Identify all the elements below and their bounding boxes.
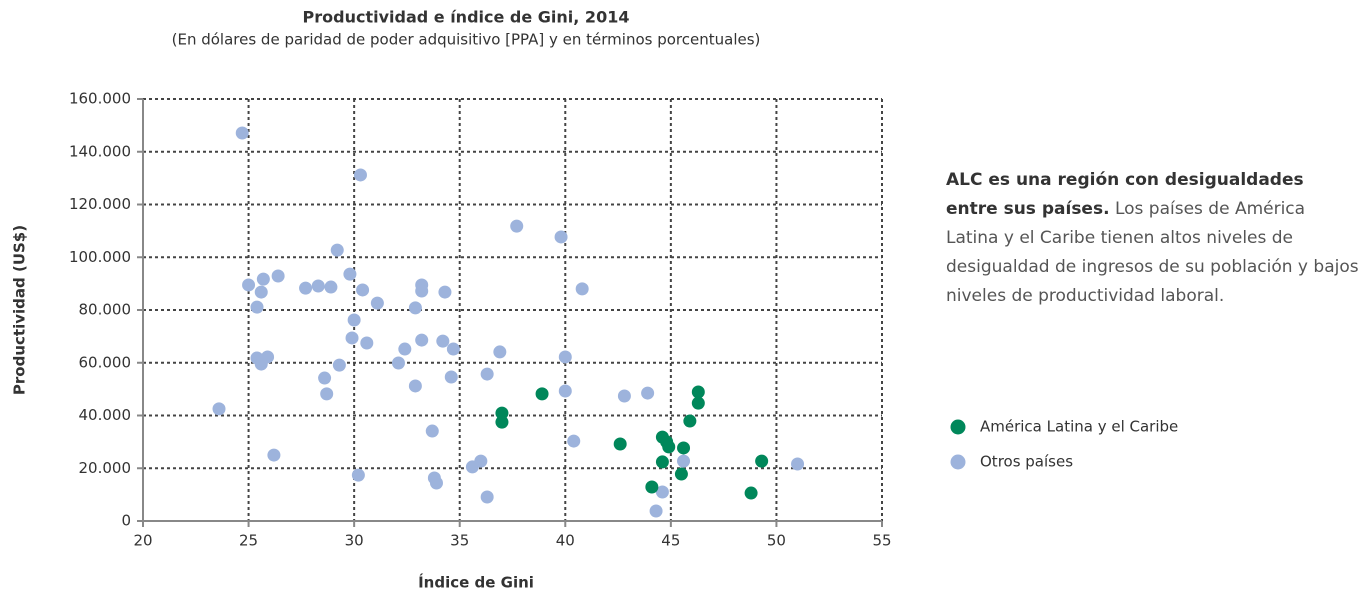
point <box>641 386 655 400</box>
y-tick-label: 80.000 <box>79 301 132 319</box>
x-tick-label: 20 <box>133 532 152 550</box>
point <box>254 285 268 299</box>
point <box>261 350 275 364</box>
x-tick-label: 45 <box>661 532 680 550</box>
point <box>575 282 589 296</box>
point <box>436 334 450 348</box>
point <box>343 267 357 281</box>
point <box>567 434 581 448</box>
chart-subtitle: (En dólares de paridad de poder adquisit… <box>172 31 761 49</box>
y-tick-label: 40.000 <box>79 406 132 424</box>
point <box>360 336 374 350</box>
x-tick-label: 35 <box>450 532 469 550</box>
point <box>677 441 691 455</box>
point <box>535 387 549 401</box>
x-tick-label: 25 <box>239 532 258 550</box>
point <box>613 437 627 451</box>
y-tick-label: 120.000 <box>69 195 131 213</box>
point <box>271 269 285 283</box>
y-tick-label: 100.000 <box>69 248 131 266</box>
point <box>429 476 443 490</box>
point <box>318 371 332 385</box>
point <box>370 296 384 310</box>
x-axis-label: Índice de Gini <box>418 573 534 591</box>
point <box>755 454 769 468</box>
note-bold: ALC es una región con desigualdades entr… <box>946 170 1304 219</box>
y-tick-label: 140.000 <box>69 142 131 160</box>
point <box>311 279 325 293</box>
point <box>493 345 507 359</box>
point <box>554 230 568 244</box>
point <box>645 480 659 494</box>
point <box>235 126 249 140</box>
point <box>212 402 226 416</box>
x-tick-label: 55 <box>872 532 891 550</box>
point <box>558 350 572 364</box>
legend-marker <box>950 454 966 470</box>
point <box>438 285 452 299</box>
point <box>332 358 346 372</box>
x-tick-label: 50 <box>767 532 786 550</box>
point <box>408 379 422 393</box>
point <box>320 387 334 401</box>
point <box>324 280 338 294</box>
point <box>446 342 460 356</box>
point <box>356 283 370 297</box>
point <box>345 331 359 345</box>
point <box>351 468 365 482</box>
point <box>444 370 458 384</box>
y-tick-label: 20.000 <box>79 459 132 477</box>
point <box>791 457 805 471</box>
y-tick-label: 0 <box>121 512 131 530</box>
point <box>353 168 367 182</box>
point <box>683 414 697 428</box>
note-text: Los países de América Latina y el Caribe… <box>946 199 1359 306</box>
point <box>655 485 669 499</box>
point <box>662 440 676 454</box>
x-tick-label: 30 <box>345 532 364 550</box>
point <box>299 281 313 295</box>
point <box>347 313 361 327</box>
point <box>649 504 663 518</box>
point <box>495 415 509 429</box>
note: ALC es una región con desigualdades entr… <box>946 166 1361 311</box>
point <box>465 460 479 474</box>
point <box>674 467 688 481</box>
point <box>744 486 758 500</box>
point <box>480 367 494 381</box>
point <box>267 448 281 462</box>
point <box>495 406 509 420</box>
point <box>655 455 669 469</box>
point <box>691 396 705 410</box>
point <box>480 490 494 504</box>
x-tick-label: 40 <box>556 532 575 550</box>
point <box>242 278 256 292</box>
legend-label: Otros países <box>980 453 1073 471</box>
y-axis-label: Productividad (US$) <box>11 225 29 395</box>
y-tick-label: 60.000 <box>79 353 132 371</box>
point <box>677 454 691 468</box>
chart-title: Productividad e índice de Gini, 2014 <box>303 8 630 27</box>
point <box>398 342 412 356</box>
point <box>558 384 572 398</box>
point <box>510 219 524 233</box>
point <box>415 284 429 298</box>
point <box>415 333 429 347</box>
point <box>256 272 270 286</box>
legend-label: América Latina y el Caribe <box>980 418 1178 436</box>
y-tick-label: 160.000 <box>69 90 131 108</box>
point <box>250 300 264 314</box>
point <box>617 389 631 403</box>
point <box>691 385 705 399</box>
point <box>391 356 405 370</box>
point <box>408 301 422 315</box>
point <box>330 243 344 257</box>
legend-marker <box>950 419 966 435</box>
point <box>425 424 439 438</box>
